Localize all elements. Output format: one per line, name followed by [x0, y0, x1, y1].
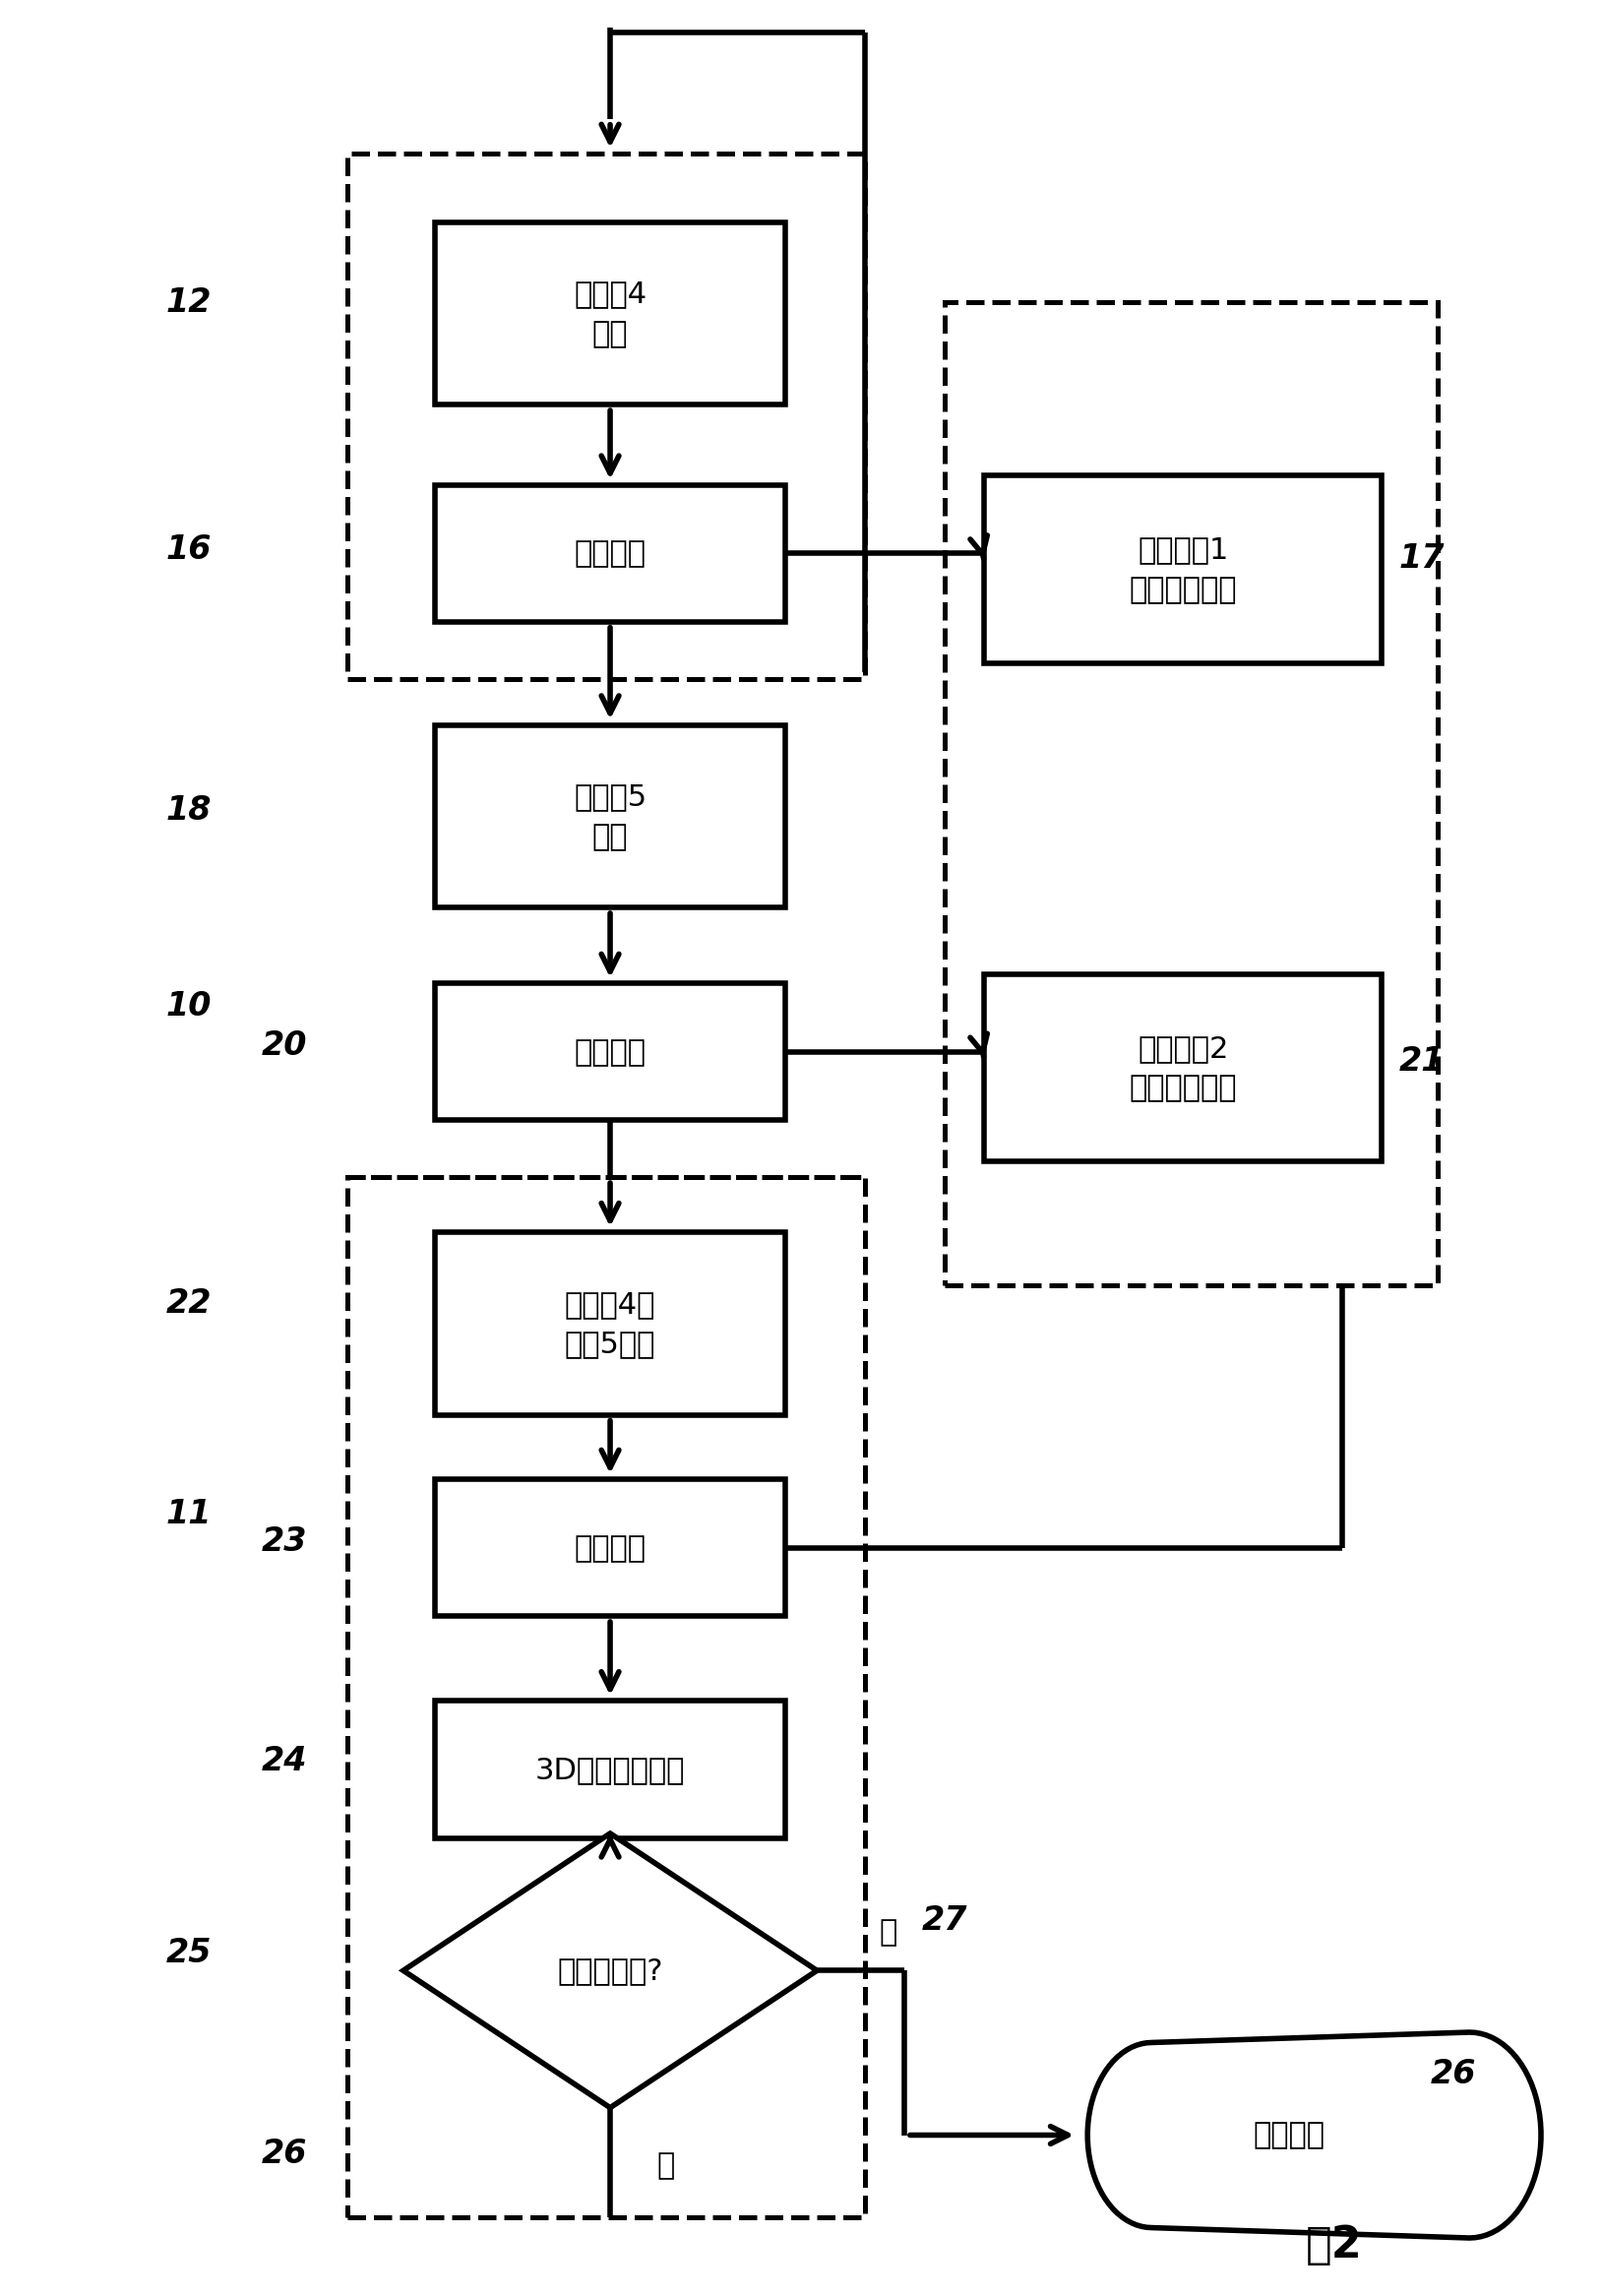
- Text: 21: 21: [1399, 1045, 1445, 1077]
- Text: 否: 否: [879, 1917, 897, 1947]
- Text: 26: 26: [1431, 2057, 1475, 2089]
- Text: 图2: 图2: [1306, 2225, 1362, 2266]
- Bar: [436, 726, 785, 907]
- Text: 24: 24: [261, 1745, 306, 1777]
- Bar: [436, 983, 785, 1120]
- Text: 用光源4和
光源5照射: 用光源4和 光源5照射: [564, 1290, 655, 1359]
- Bar: [348, 1178, 865, 2218]
- Bar: [944, 303, 1437, 1286]
- Text: 26: 26: [261, 2138, 306, 2170]
- Text: 是: 是: [657, 2151, 674, 2179]
- PathPatch shape: [1088, 2032, 1541, 2239]
- Bar: [348, 154, 865, 680]
- Bar: [436, 1479, 785, 1616]
- Text: 17: 17: [1399, 542, 1445, 574]
- Text: 过程控制: 过程控制: [1253, 2122, 1325, 2149]
- Bar: [436, 1233, 785, 1414]
- Text: 阴影图像2
作为参照储存: 阴影图像2 作为参照储存: [1129, 1033, 1237, 1102]
- Text: 25: 25: [165, 1936, 211, 1968]
- Bar: [436, 223, 785, 406]
- Text: 拍摄图像: 拍摄图像: [574, 1534, 646, 1561]
- Text: 27: 27: [921, 1903, 968, 1936]
- Text: 用光源4
照射: 用光源4 照射: [574, 280, 647, 349]
- Bar: [436, 1701, 785, 1839]
- Text: 阴影图像1
作为参照储存: 阴影图像1 作为参照储存: [1129, 535, 1237, 604]
- Text: 拍摄图像: 拍摄图像: [574, 1038, 646, 1065]
- Text: 20: 20: [261, 1029, 306, 1061]
- Bar: [436, 484, 785, 622]
- Text: 22: 22: [165, 1288, 211, 1320]
- Text: 11: 11: [165, 1497, 211, 1529]
- Text: 10: 10: [165, 990, 211, 1022]
- Polygon shape: [404, 1835, 817, 2108]
- Text: 12: 12: [165, 287, 211, 319]
- Text: 用光源5
照射: 用光源5 照射: [574, 783, 647, 852]
- Text: 18: 18: [165, 794, 211, 827]
- Text: 拍摄图像: 拍摄图像: [574, 540, 646, 567]
- Text: 结果可信吗?: 结果可信吗?: [557, 1956, 663, 1984]
- Bar: [984, 475, 1383, 664]
- Bar: [984, 974, 1383, 1162]
- Text: 16: 16: [165, 533, 211, 565]
- Text: 23: 23: [261, 1525, 306, 1557]
- Text: 3D信息分析处理: 3D信息分析处理: [535, 1754, 686, 1784]
